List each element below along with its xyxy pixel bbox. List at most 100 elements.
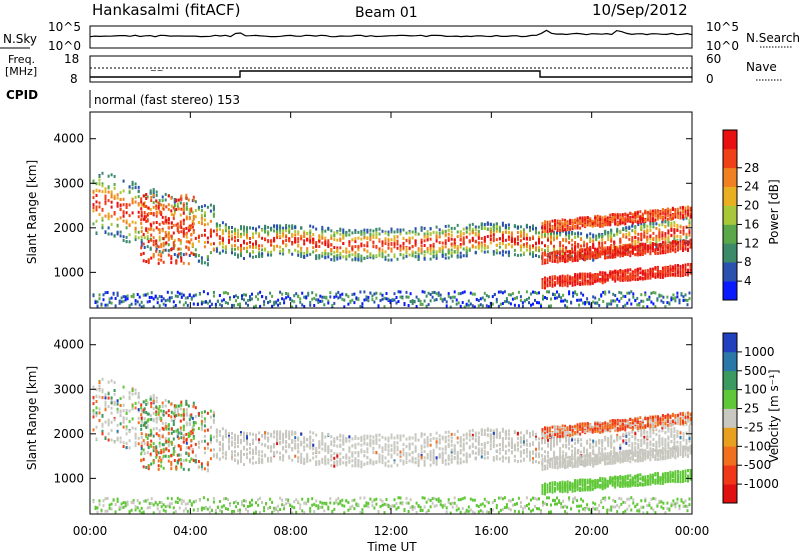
power-cell-140 [135, 183, 137, 186]
power-cell-4093 [400, 296, 402, 299]
power-colorbar-tick-4: 20 [744, 199, 759, 213]
power-cell-306 [183, 235, 185, 238]
power-cell-3962 [269, 292, 271, 295]
power-cell-2119 [180, 230, 182, 233]
velocity-cell-258 [168, 428, 170, 431]
power-cell-300 [183, 222, 185, 225]
power-cell-3886 [193, 303, 195, 306]
power-cell-4248 [556, 291, 558, 294]
power-cell-3880 [187, 304, 189, 307]
power-cell-3930 [237, 303, 239, 306]
power-cell-1925 [670, 225, 672, 228]
power-cell-2002 [143, 233, 145, 236]
power-cell-2183 [544, 278, 546, 281]
velocity-cell-535 [252, 439, 254, 442]
power-cell-1068 [412, 254, 414, 257]
power-cell-3901 [207, 302, 209, 305]
power-cell-2091 [170, 248, 172, 251]
power-cell-502 [243, 233, 245, 236]
power-cell-3978 [285, 296, 287, 299]
power-cell-3146 [662, 251, 664, 254]
power-cell-1317 [487, 228, 489, 231]
power-cell-1385 [508, 238, 510, 241]
power-cell-2525 [639, 277, 641, 280]
velocity-cell-149 [135, 392, 137, 395]
power-cell-3824 [131, 303, 133, 306]
velocity-cell-207 [153, 412, 155, 415]
power-cell-3948 [255, 305, 257, 308]
power-cell-3964 [271, 295, 273, 298]
power-cell-4175 [482, 304, 484, 307]
velocity-cell-148 [135, 427, 137, 430]
power-cell-1987 [689, 219, 691, 222]
velocity-cell-90 [120, 440, 122, 443]
power-cell-1305 [484, 251, 486, 254]
power-cell-3200 [677, 244, 679, 247]
power-cell-319 [186, 208, 188, 211]
power-cell-589 [267, 232, 269, 235]
power-cell-4147 [454, 296, 456, 299]
power-cell-2426 [612, 274, 614, 277]
power-cell-2277 [572, 284, 574, 287]
power-cell-958 [379, 228, 381, 231]
power-cell-978 [385, 239, 387, 242]
power-cell-4349 [656, 299, 658, 302]
power-cell-2149 [188, 229, 190, 232]
power-cell-2705 [690, 266, 692, 269]
power-cell-4212 [520, 299, 522, 302]
power-cell-3629 [647, 218, 649, 221]
power-cell-2453 [619, 271, 621, 274]
power-cell-3881 [187, 296, 189, 299]
power-cell-4081 [388, 298, 390, 301]
velocity-cell-299 [180, 426, 182, 429]
power-cell-3817 [123, 300, 125, 303]
power-cell-4027 [333, 302, 335, 305]
power-cell-1110 [427, 230, 429, 233]
velocity-cell-91 [120, 422, 122, 425]
power-cell-3844 [151, 296, 153, 299]
power-cell-4061 [367, 299, 369, 302]
power-cell-643 [285, 239, 287, 242]
power-cell-4225 [532, 291, 534, 294]
power-cell-1079 [415, 242, 417, 245]
power-cell-4022 [329, 295, 331, 298]
power-cell-27 [99, 213, 101, 216]
power-cell-17 [96, 200, 98, 203]
power-cell-2625 [669, 265, 671, 268]
power-cell-4373 [681, 292, 683, 295]
power-cell-1446 [526, 237, 528, 240]
power-cell-518 [246, 235, 248, 238]
power-cell-749 [315, 254, 317, 257]
power-cell-4251 [558, 295, 560, 298]
power-cell-1041 [406, 251, 408, 254]
power-cell-1859 [649, 229, 651, 232]
power-cell-1275 [475, 232, 477, 235]
power-cell-634 [282, 227, 284, 230]
power-cell-2087 [170, 261, 172, 264]
power-cell-3549 [624, 213, 626, 216]
power-cell-957 [379, 252, 381, 255]
power-cell-830 [342, 255, 344, 258]
power-cell-2161 [193, 196, 195, 199]
power-cell-4234 [542, 298, 544, 301]
power-cell-2561 [649, 273, 651, 276]
power-cell-4338 [646, 298, 648, 301]
power-cell-2063 [163, 204, 165, 207]
power-cell-3993 [299, 301, 301, 304]
power-cell-4195 [502, 291, 504, 294]
velocity-cell-66 [111, 429, 113, 432]
power-cell-4065 [371, 298, 373, 301]
power-cell-135 [132, 201, 134, 204]
power-cell-4265 [572, 295, 574, 298]
power-cell-218 [156, 194, 158, 197]
power-cell-877 [354, 231, 356, 234]
power-cell-2155 [190, 238, 192, 241]
power-cell-4284 [592, 301, 594, 304]
velocity-cell-379 [204, 451, 206, 454]
power-cell-3991 [297, 295, 299, 298]
power-cell-2596 [659, 276, 661, 279]
power-cell-3926 [233, 304, 235, 307]
power-cell-3164 [667, 249, 669, 252]
power-cell-4019 [325, 296, 327, 299]
